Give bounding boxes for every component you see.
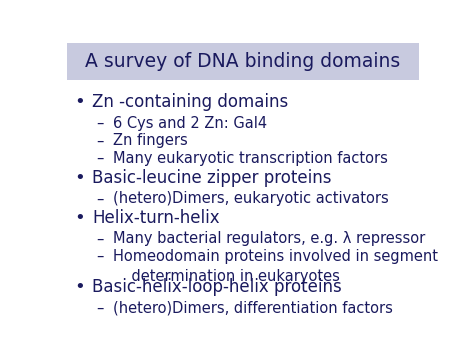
FancyBboxPatch shape: [66, 43, 419, 80]
Text: –: –: [96, 151, 103, 166]
Text: Homeodomain proteins involved in segment
    determination in eukaryotes: Homeodomain proteins involved in segment…: [112, 249, 438, 284]
Text: –: –: [96, 191, 103, 206]
Text: –: –: [96, 133, 103, 148]
Text: Zn -containing domains: Zn -containing domains: [92, 93, 289, 111]
Text: Zn fingers: Zn fingers: [112, 133, 187, 148]
Text: •: •: [74, 209, 85, 227]
Text: Helix-turn-helix: Helix-turn-helix: [92, 209, 220, 227]
Text: A survey of DNA binding domains: A survey of DNA binding domains: [85, 52, 401, 71]
Text: Many eukaryotic transcription factors: Many eukaryotic transcription factors: [112, 151, 387, 166]
Text: Many bacterial regulators, e.g. λ repressor: Many bacterial regulators, e.g. λ repres…: [112, 231, 425, 246]
Text: (hetero)Dimers, differentiation factors: (hetero)Dimers, differentiation factors: [112, 300, 392, 315]
Text: (hetero)Dimers, eukaryotic activators: (hetero)Dimers, eukaryotic activators: [112, 191, 388, 206]
Text: –: –: [96, 249, 103, 264]
Text: •: •: [74, 278, 85, 296]
Text: 6 Cys and 2 Zn: Gal4: 6 Cys and 2 Zn: Gal4: [112, 116, 267, 131]
Text: –: –: [96, 231, 103, 246]
Text: Basic-helix-loop-helix proteins: Basic-helix-loop-helix proteins: [92, 278, 342, 296]
Text: •: •: [74, 169, 85, 187]
Text: Basic-leucine zipper proteins: Basic-leucine zipper proteins: [92, 169, 332, 187]
Text: –: –: [96, 300, 103, 315]
Text: •: •: [74, 93, 85, 111]
Text: –: –: [96, 116, 103, 131]
